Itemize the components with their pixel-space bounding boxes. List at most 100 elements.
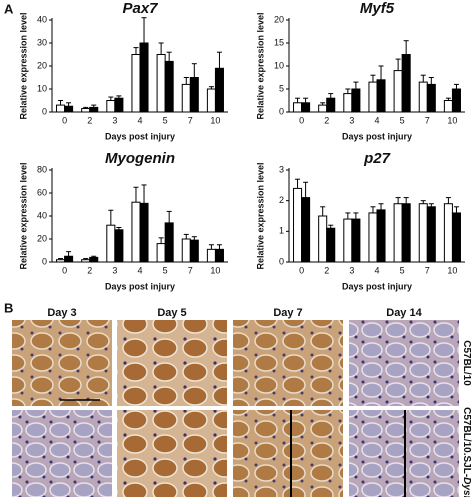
bar [206,248,216,263]
panel-label: A [4,1,14,16]
error-bar [66,102,72,107]
error-bar [345,212,351,220]
error-bar [133,47,139,55]
bar [106,100,116,113]
y-axis-label: Relative expression level [18,162,28,269]
y-axis-label: Relative expression level [255,12,265,119]
bar [426,206,436,263]
bar [139,202,149,263]
error-bar [83,258,89,260]
error-bar [303,97,309,103]
bar [401,203,411,263]
x-tick-label: 5 [400,265,405,275]
bar [326,97,336,113]
x-tick-label: 4 [374,265,379,275]
bar [81,108,91,113]
row-label-gene: Dysf [461,477,472,497]
x-tick-label: 0 [299,115,304,125]
bar [56,104,66,113]
row-label: C57BL/10 [461,340,472,386]
error-bar [158,237,164,244]
x-axis-label: Days post injury [105,131,175,141]
x-tick-label: 5 [163,265,168,275]
error-bar [216,51,222,69]
error-bar [91,104,97,108]
error-bar [403,40,409,55]
bar [326,227,336,263]
x-tick-label: 7 [188,265,193,275]
x-tick-label: 0 [62,115,67,125]
bar [368,212,378,263]
bar [164,222,174,263]
micrograph [233,410,343,497]
x-tick-label: 7 [425,115,430,125]
bar [189,77,199,113]
bar [131,54,141,113]
error-bar [445,97,451,101]
error-bar [141,184,147,204]
error-bar [166,51,172,62]
error-bar [83,106,89,109]
x-tick-label: 2 [324,265,329,275]
error-bar [453,83,459,89]
error-bar [328,93,334,99]
micrographs [12,320,459,497]
bar [156,243,166,263]
bar [426,83,436,113]
x-tick-label: 4 [137,115,142,125]
y-tick-label: 5 [279,83,284,93]
bar [418,81,428,113]
bar [181,238,191,263]
micrograph [349,320,459,406]
micrograph [117,410,227,497]
x-tick-label: 10 [447,265,457,275]
bar [156,54,166,113]
column-label: Day 14 [386,307,422,319]
bar [376,79,386,113]
error-bar [395,197,401,204]
error-bar [208,86,214,89]
x-tick-label: 0 [62,265,67,275]
bar [351,218,361,263]
bar [376,209,386,263]
error-bar [420,74,426,83]
bar [343,93,353,113]
error-bar [453,206,459,213]
bar [318,215,328,263]
error-bar [353,212,359,220]
y-axis-label: Relative expression level [255,162,265,269]
y-tick-label: 0 [279,106,284,116]
bar [139,42,149,113]
y-tick-label: 0 [42,106,47,116]
bar [81,259,91,263]
x-tick-label: 7 [188,115,193,125]
error-bar [108,209,114,226]
bar [214,248,224,263]
x-tick-label: 10 [210,115,220,125]
column-label: Day 3 [47,307,76,319]
error-bar [353,81,359,89]
error-bar [395,58,401,71]
error-bar [420,200,426,204]
y-tick-label: 20 [37,233,47,243]
error-bar [428,203,434,207]
row-label-text: C57BL/10.SJL- [461,407,472,477]
bar [351,88,361,113]
error-bar [378,203,384,210]
error-bar [403,197,409,204]
error-bar [58,100,64,106]
y-tick-label: 1 [279,226,284,236]
row-label-text: C57BL/10 [461,340,472,386]
x-tick-label: 2 [324,115,329,125]
bar [451,212,461,263]
bar [64,255,74,263]
bar [393,203,403,263]
bar [343,218,353,263]
y-tick-label: 20 [274,14,284,24]
chart-title: p27 [363,150,391,167]
y-tick-label: 20 [37,60,47,70]
error-bar [370,74,376,83]
micrograph [12,410,112,497]
y-tick-label: 10 [37,83,47,93]
